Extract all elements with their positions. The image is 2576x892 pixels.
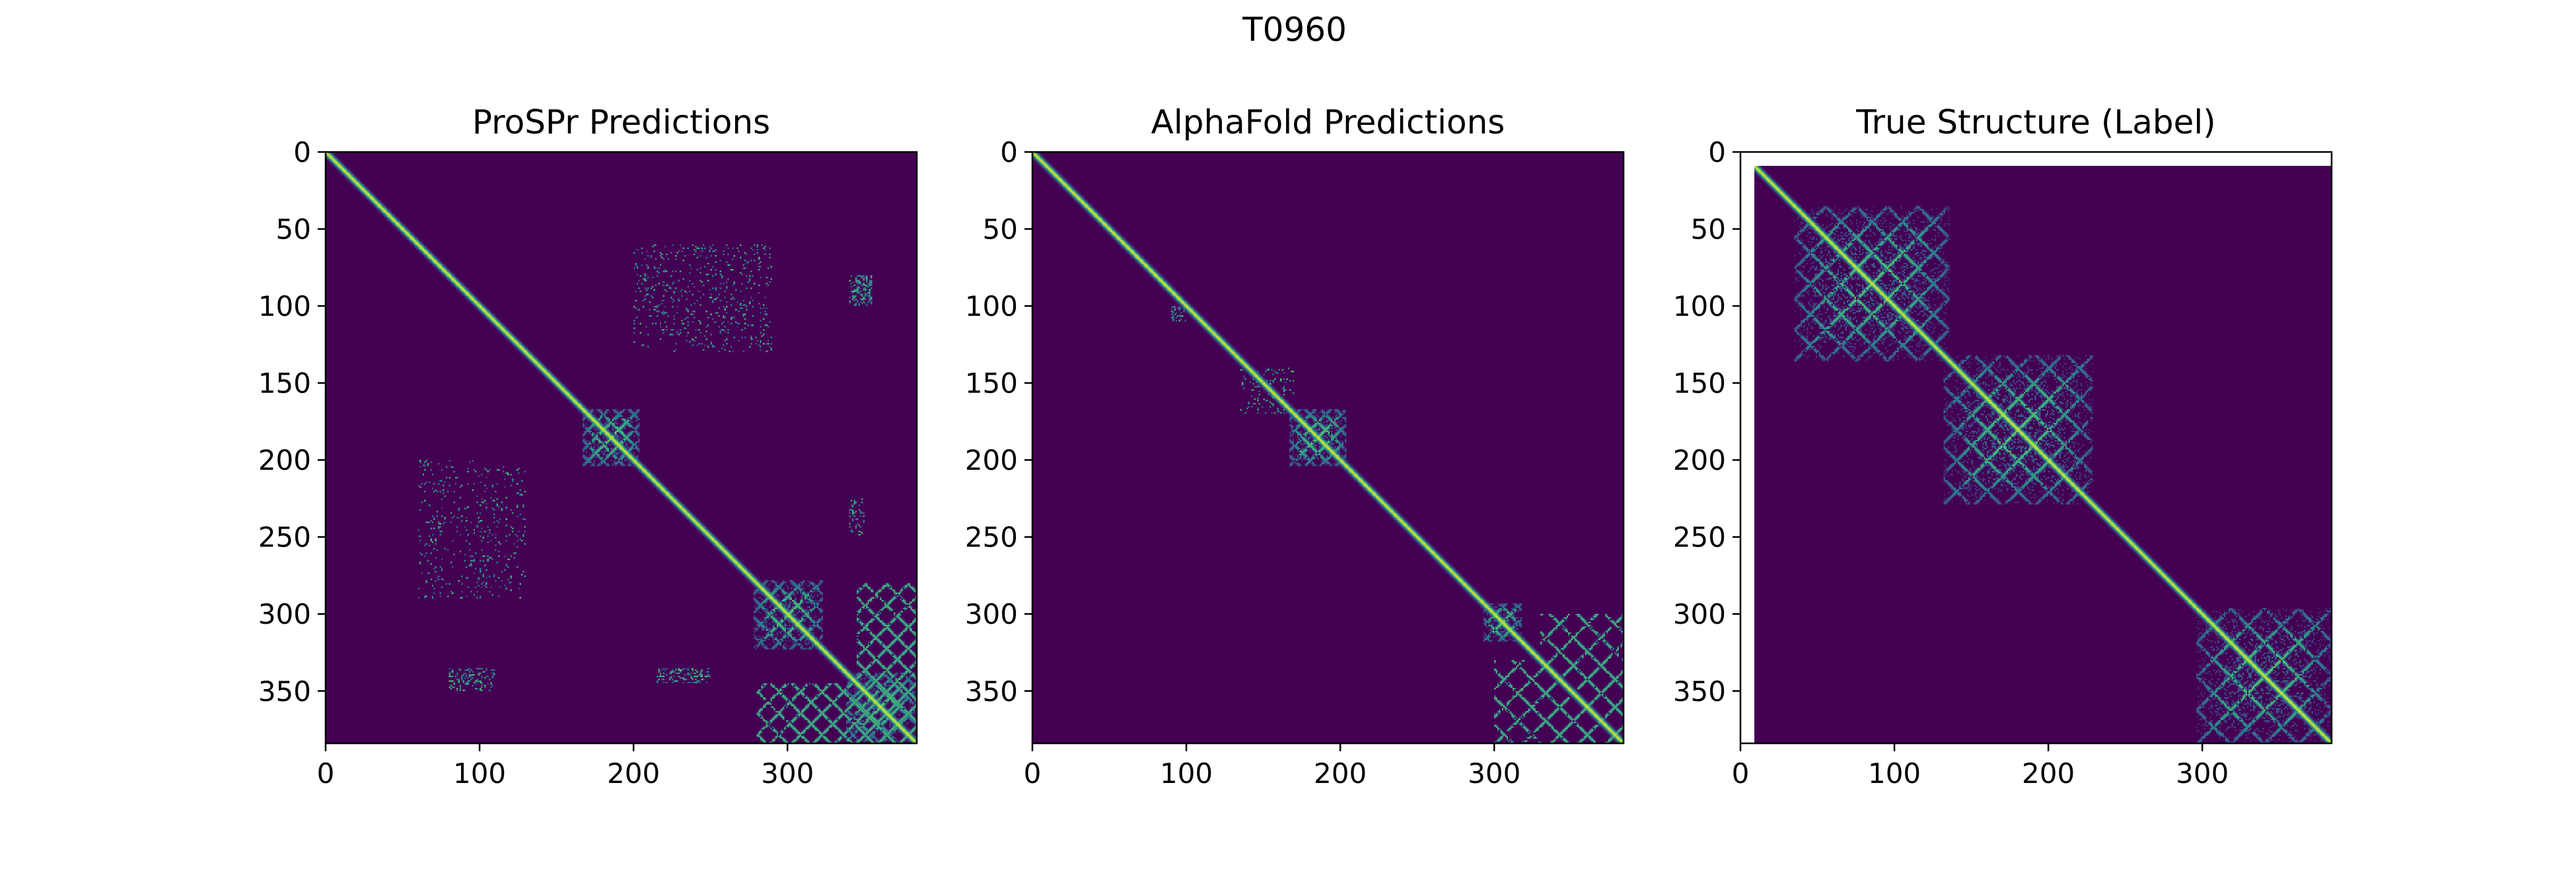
y-tick-label: 100 bbox=[965, 290, 1018, 322]
y-tick-label: 0 bbox=[293, 136, 311, 168]
y-tick-label: 150 bbox=[258, 367, 311, 400]
axes-frame bbox=[1739, 151, 2333, 745]
y-tick-label: 150 bbox=[965, 367, 1018, 400]
heatmap-image bbox=[1740, 152, 2332, 743]
y-tick-label: 200 bbox=[965, 444, 1018, 476]
panel-title-prospr: ProSPr Predictions bbox=[472, 103, 770, 141]
y-tick-label: 0 bbox=[1000, 136, 1018, 168]
heatmap-image bbox=[1032, 152, 1624, 743]
x-tick-label: 100 bbox=[453, 757, 506, 790]
x-tick-label: 300 bbox=[761, 757, 814, 790]
y-tick-label: 200 bbox=[1673, 444, 1726, 476]
y-tick-label: 350 bbox=[965, 675, 1018, 708]
y-tick-label: 300 bbox=[1673, 598, 1726, 630]
y-tick-label: 250 bbox=[258, 521, 311, 554]
x-tick-label: 200 bbox=[2022, 757, 2075, 790]
x-tick-label: 200 bbox=[1314, 757, 1367, 790]
y-tick-label: 350 bbox=[1673, 675, 1726, 708]
heatmap-panel-true-structure: True Structure (Label) 0 100 200 300 0 50 100 1… bbox=[1673, 103, 2333, 790]
x-tick-label: 100 bbox=[1160, 757, 1213, 790]
x-tick-label: 200 bbox=[607, 757, 660, 790]
y-tick-label: 350 bbox=[258, 675, 311, 708]
axes-frame bbox=[1031, 151, 1625, 745]
y-tick-label: 250 bbox=[965, 521, 1018, 554]
x-tick-label: 0 bbox=[317, 757, 335, 790]
heatmap-image bbox=[326, 152, 917, 743]
y-tick-label: 300 bbox=[258, 598, 311, 630]
panel-title-alphafold: AlphaFold Predictions bbox=[1151, 103, 1505, 141]
y-tick-label: 100 bbox=[258, 290, 311, 322]
x-tick-label: 100 bbox=[1868, 757, 1921, 790]
x-tick-label: 300 bbox=[2176, 757, 2229, 790]
heatmap-panel-alphafold: AlphaFold Predictions 0 100 200 300 0 50 100 15… bbox=[965, 103, 1625, 790]
y-tick-label: 200 bbox=[258, 444, 311, 476]
y-tick-label: 150 bbox=[1673, 367, 1726, 400]
axes-frame bbox=[324, 151, 918, 745]
y-tick-label: 250 bbox=[1673, 521, 1726, 554]
y-tick-label: 100 bbox=[1673, 290, 1726, 322]
y-tick-label: 50 bbox=[276, 213, 311, 246]
panel-title-true-structure: True Structure (Label) bbox=[1855, 103, 2215, 141]
figure-suptitle: T0960 bbox=[1242, 11, 1347, 49]
x-tick-label: 0 bbox=[1024, 757, 1042, 790]
y-tick-label: 50 bbox=[1691, 213, 1726, 246]
y-tick-label: 50 bbox=[983, 213, 1018, 246]
y-tick-label: 300 bbox=[965, 598, 1018, 630]
y-tick-label: 0 bbox=[1708, 136, 1726, 168]
heatmap-panel-prospr: ProSPr Predictions 0 100 200 300 0 50 100 150 20… bbox=[258, 103, 918, 790]
x-tick-label: 300 bbox=[1468, 757, 1521, 790]
x-tick-label: 0 bbox=[1732, 757, 1750, 790]
